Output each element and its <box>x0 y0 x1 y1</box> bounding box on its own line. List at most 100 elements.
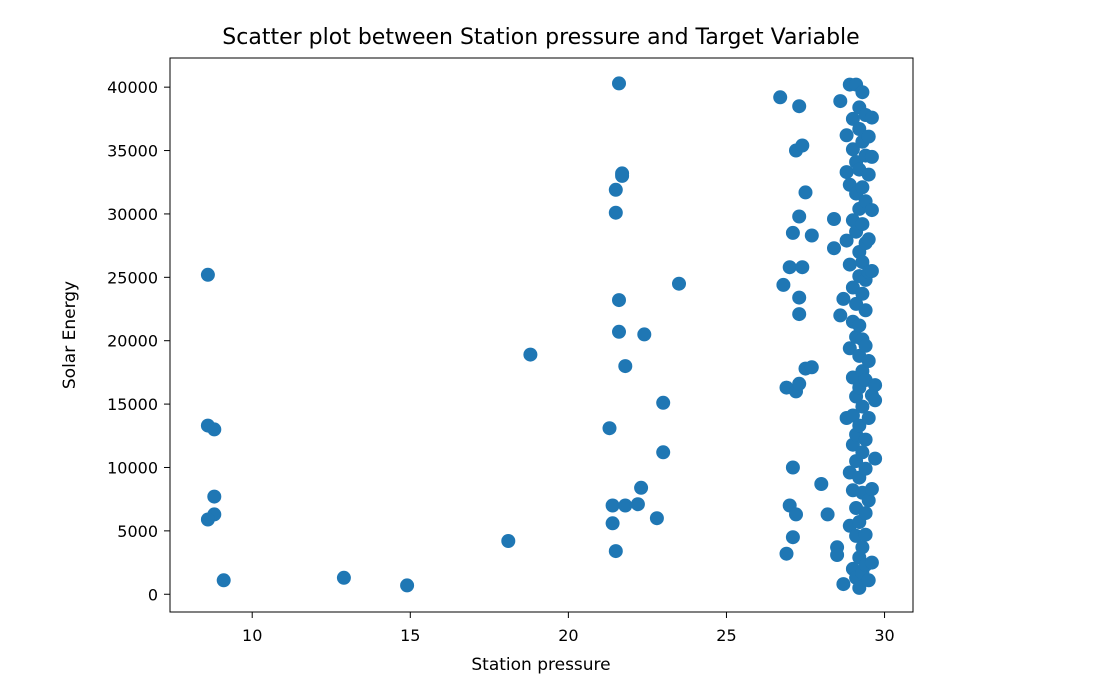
data-point <box>615 168 630 183</box>
data-point <box>602 421 617 436</box>
data-point <box>656 445 671 460</box>
data-point <box>864 149 879 164</box>
data-point <box>861 232 876 247</box>
data-point <box>864 110 879 125</box>
chart-title: Scatter plot between Station pressure an… <box>222 25 859 50</box>
data-point <box>605 498 620 513</box>
data-point <box>839 233 854 248</box>
data-point <box>773 90 788 105</box>
data-point <box>855 445 870 460</box>
y-axis-ticks: 0 5000 10000 15000 20000 25000 30000 35000 40000 <box>107 78 170 604</box>
data-point <box>861 167 876 182</box>
data-point <box>795 138 810 153</box>
data-point <box>852 418 867 433</box>
x-tick-label: 30 <box>874 626 894 645</box>
data-point <box>858 461 873 476</box>
data-point <box>804 228 819 243</box>
data-point <box>839 128 854 143</box>
data-point <box>855 399 870 414</box>
data-point <box>861 493 876 508</box>
data-point <box>672 276 686 291</box>
data-point <box>523 347 538 362</box>
data-point <box>785 460 800 475</box>
data-point <box>207 422 222 437</box>
y-tick-label: 30000 <box>107 205 158 224</box>
data-point <box>608 544 623 559</box>
y-tick-label: 10000 <box>107 458 158 477</box>
data-point <box>858 506 873 521</box>
data-point <box>855 286 870 301</box>
data-point <box>634 480 649 495</box>
data-point <box>612 293 626 308</box>
data-point <box>618 359 633 374</box>
data-point <box>200 512 215 527</box>
data-point <box>612 324 626 339</box>
data-point <box>792 290 807 305</box>
data-point <box>836 577 851 592</box>
data-point <box>827 241 841 256</box>
x-tick-label: 10 <box>242 626 262 645</box>
data-point <box>656 395 671 410</box>
data-point <box>845 408 860 423</box>
data-point <box>864 482 879 496</box>
data-point <box>852 580 867 595</box>
data-point <box>868 451 883 466</box>
data-point <box>852 318 867 333</box>
data-point <box>207 489 222 504</box>
data-point <box>858 303 873 318</box>
data-point <box>842 341 857 356</box>
y-tick-label: 40000 <box>107 78 158 97</box>
data-point <box>858 527 873 542</box>
data-point <box>864 555 879 570</box>
plot-area-frame <box>169 57 914 613</box>
data-point <box>820 507 835 522</box>
x-tick-label: 25 <box>716 626 736 645</box>
data-point <box>618 498 633 513</box>
data-point <box>782 260 797 275</box>
y-tick-label: 35000 <box>107 142 158 161</box>
data-point <box>842 257 857 272</box>
data-point <box>861 129 876 144</box>
data-point <box>605 516 620 531</box>
data-point <box>868 378 883 393</box>
y-tick-label: 20000 <box>107 332 158 351</box>
data-point <box>608 205 623 220</box>
data-point <box>858 432 873 447</box>
data-point <box>789 507 803 522</box>
data-point <box>845 142 860 157</box>
data-point <box>792 307 807 322</box>
data-point <box>216 573 231 588</box>
data-point <box>785 225 800 240</box>
data-point <box>612 76 626 91</box>
data-point <box>792 209 807 224</box>
data-point <box>855 217 870 232</box>
x-axis-ticks: 10 15 20 25 30 <box>242 612 895 645</box>
data-point <box>827 212 841 226</box>
y-axis-label: Solar Energy <box>60 281 80 389</box>
data-point <box>833 308 848 323</box>
data-point <box>864 264 879 278</box>
data-point <box>630 497 645 512</box>
data-point <box>855 85 870 100</box>
data-point <box>779 546 794 561</box>
data-point <box>776 277 791 292</box>
data-point <box>637 327 652 342</box>
y-tick-label: 25000 <box>107 268 158 287</box>
data-point <box>852 122 867 136</box>
data-points <box>200 76 883 595</box>
data-point <box>200 267 215 282</box>
data-point <box>804 360 819 375</box>
data-point <box>792 376 807 391</box>
data-point <box>833 94 848 109</box>
data-point <box>855 180 870 195</box>
data-point <box>839 165 854 180</box>
data-point <box>836 291 851 306</box>
data-point <box>608 182 623 197</box>
data-point <box>501 534 516 548</box>
data-point <box>855 255 870 270</box>
data-point <box>855 540 870 555</box>
data-point <box>795 260 810 275</box>
data-point <box>400 578 415 593</box>
data-point <box>649 511 664 526</box>
